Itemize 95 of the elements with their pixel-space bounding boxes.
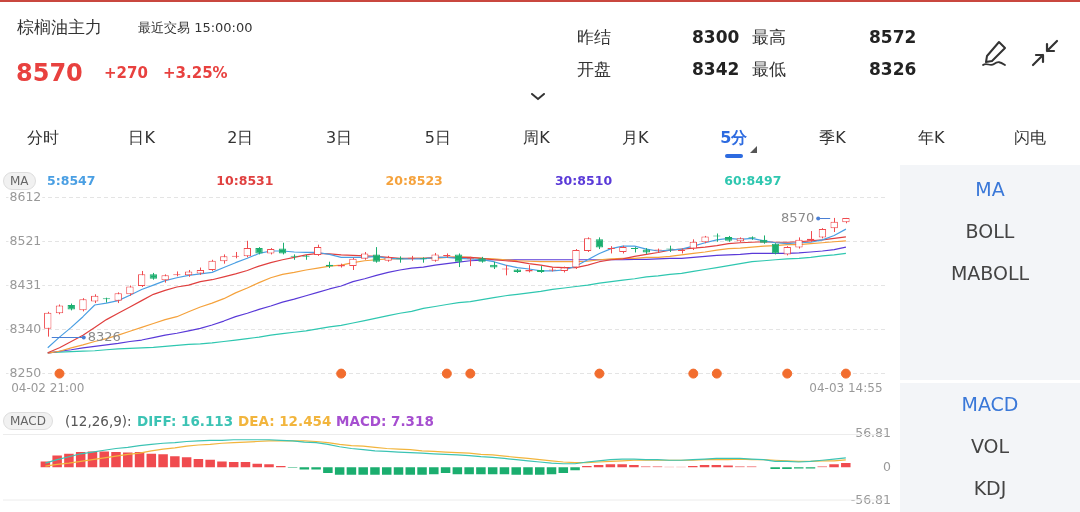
bar xyxy=(146,453,157,468)
bar xyxy=(535,467,545,475)
text: 5日 xyxy=(423,127,452,149)
candlestick xyxy=(572,248,580,270)
chart-subtitle: (12,26,9): xyxy=(65,412,132,430)
bar xyxy=(181,457,192,468)
bar xyxy=(617,464,627,468)
bar xyxy=(570,467,580,471)
bar xyxy=(829,464,839,468)
bar xyxy=(605,464,616,468)
bar xyxy=(523,467,533,475)
text: 年K xyxy=(917,127,946,149)
bar xyxy=(311,467,321,470)
text: 闪电 xyxy=(1013,127,1047,149)
bar xyxy=(99,451,109,468)
bar xyxy=(511,467,521,475)
bar xyxy=(381,467,392,475)
series-label: DEA: 12.454 xyxy=(238,412,332,430)
bar xyxy=(217,461,227,468)
text: 60:8497 xyxy=(724,172,782,190)
bar xyxy=(299,467,310,470)
bar xyxy=(429,467,439,475)
bar xyxy=(111,452,121,468)
bar xyxy=(499,467,510,475)
text: 30:8510 xyxy=(554,172,613,190)
text: 8342 xyxy=(692,58,740,80)
bar xyxy=(346,467,357,475)
text: MACD xyxy=(960,392,1020,416)
text: +270 xyxy=(104,64,148,84)
legend-title: MA xyxy=(3,172,36,190)
bar xyxy=(334,467,345,475)
text: 20:8523 xyxy=(385,172,443,190)
text: MABOLL xyxy=(949,261,1031,285)
text: 5分 xyxy=(719,127,749,149)
candlestick xyxy=(44,311,52,338)
bar xyxy=(440,467,451,474)
text: 5:8547 xyxy=(47,172,96,190)
bar xyxy=(240,461,251,468)
text: 8326 xyxy=(869,58,917,80)
text: MA xyxy=(974,177,1006,201)
text: KDJ xyxy=(972,476,1008,500)
y-tick-label: 8612 xyxy=(9,188,42,204)
bar xyxy=(170,456,180,468)
bar xyxy=(205,459,215,468)
text: 10:8531 xyxy=(216,172,274,190)
bar xyxy=(405,467,416,475)
text: 分时 xyxy=(26,127,60,149)
text: 周K xyxy=(522,127,551,149)
bar xyxy=(558,467,569,474)
bar xyxy=(452,467,463,475)
text: 昨结 xyxy=(577,26,611,48)
legend-title: MACD xyxy=(3,412,53,430)
text: +3.25% xyxy=(163,64,228,84)
text: MACD: 7.318 xyxy=(336,412,434,430)
text: 日K xyxy=(127,127,156,149)
bar xyxy=(158,454,168,468)
bar xyxy=(264,464,274,468)
text: 8300 xyxy=(692,26,740,48)
bar xyxy=(370,467,380,475)
bar xyxy=(464,467,474,475)
text: 季K xyxy=(818,127,847,149)
bar xyxy=(629,464,639,468)
text: 最高 xyxy=(752,26,786,48)
y-tick-label: 0 xyxy=(883,458,892,474)
bar xyxy=(417,467,427,475)
text: 开盘 xyxy=(577,58,611,80)
annotation: 8570 xyxy=(781,209,815,225)
y-tick-label: 8431 xyxy=(9,276,42,292)
bar xyxy=(323,467,333,474)
text: 最低 xyxy=(752,58,786,80)
text: 8572 xyxy=(869,26,917,48)
bar xyxy=(193,459,204,468)
bar xyxy=(487,467,498,475)
text: 月K xyxy=(620,127,650,149)
x-tick-label: 04-03 14:55 xyxy=(809,380,883,395)
text: VOL xyxy=(969,434,1011,458)
text: 棕榈油主力 xyxy=(17,16,102,38)
bar xyxy=(841,462,851,468)
y-tick-label: 8340 xyxy=(9,320,42,336)
y-tick-label: 8250 xyxy=(9,364,42,380)
bar xyxy=(123,452,133,468)
series-label: DIFF: 16.113 xyxy=(137,412,234,430)
bar xyxy=(228,461,239,468)
text: BOLL xyxy=(964,219,1016,243)
text: 3日 xyxy=(325,127,354,149)
y-tick-label: -56.81 xyxy=(850,491,891,507)
bar xyxy=(476,467,486,475)
y-tick-label: 8521 xyxy=(9,232,42,248)
text: 最近交易 15:00:00 xyxy=(138,19,253,37)
bar xyxy=(358,467,368,475)
x-tick-label: 04-02 21:00 xyxy=(11,380,85,395)
text: 2日 xyxy=(226,127,255,149)
text: 8570 xyxy=(16,58,83,90)
bar xyxy=(393,467,404,475)
bar xyxy=(546,467,557,475)
